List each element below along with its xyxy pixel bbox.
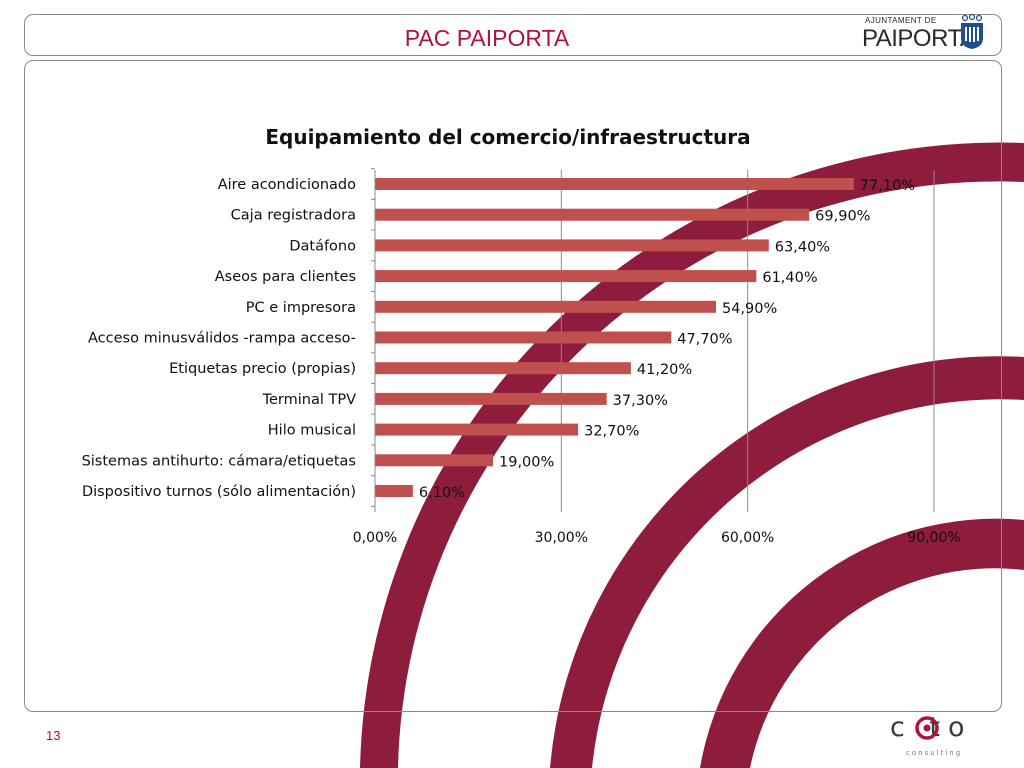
bar [375, 423, 579, 436]
bar [375, 239, 769, 252]
x-axis-ticks: 0,00% 30,00% 60,00% 90,00% [353, 530, 961, 546]
bar [375, 392, 607, 405]
content-panel [24, 60, 1002, 712]
coat-of-arms-icon [961, 14, 983, 49]
bar [375, 485, 413, 497]
bar [375, 362, 631, 375]
logo-name: PAIPORTA [862, 25, 976, 52]
value-label: 41,20% [637, 362, 692, 378]
category-labels: Aire acondicionado Caja registradora Datáf… [82, 177, 357, 500]
coto-logo: c to consulting [890, 712, 1000, 762]
x-tick-label: 60,00% [721, 530, 774, 546]
value-label: 19,00% [499, 454, 554, 470]
coto-tagline: consulting [906, 749, 963, 757]
value-label: 54,90% [722, 301, 777, 317]
bar [375, 270, 757, 283]
bar [375, 300, 716, 313]
bar [375, 454, 494, 467]
coto-target-icon [915, 716, 939, 740]
x-tick-label: 30,00% [535, 530, 588, 546]
value-labels: 77,10% 69,90% 63,40% 61,40% 54,90% 47,70% 41,2… [419, 178, 915, 501]
logo-caption: AJUNTAMENT DE [865, 16, 937, 25]
value-label: 77,10% [860, 178, 915, 194]
category-label: Etiquetas precio (propias) [169, 361, 356, 377]
value-label: 32,70% [584, 424, 639, 440]
page-title: PAC PAIPORTA [404, 25, 570, 51]
paiporta-logo: AJUNTAMENT DE PAIPORTA [862, 12, 990, 56]
x-tick-label: 0,00% [353, 530, 397, 546]
category-label: Aseos para clientes [215, 269, 356, 285]
category-label: Hilo musical [268, 423, 356, 439]
value-label: 37,30% [613, 393, 668, 409]
bar [375, 331, 672, 344]
arc-inner [700, 518, 1024, 768]
value-label: 6,10% [419, 485, 465, 501]
bar [375, 178, 854, 190]
value-label: 61,40% [762, 270, 817, 286]
x-tick-label: 90,00% [907, 530, 960, 546]
arc-middle [550, 356, 1024, 768]
category-label: Dispositivo turnos (sólo alimentación) [82, 484, 356, 500]
bar [375, 208, 810, 221]
chart-title: Equipamiento del comercio/infraestructur… [265, 125, 750, 149]
value-label: 69,90% [815, 209, 870, 225]
bars [375, 178, 854, 497]
category-label: Datáfono [289, 238, 356, 254]
value-label: 47,70% [677, 332, 732, 348]
category-label: PC e impresora [246, 300, 356, 316]
category-label: Caja registradora [231, 208, 356, 224]
header-bar: PAC PAIPORTA [24, 14, 1002, 56]
category-label: Acceso minusválidos -rampa acceso- [88, 331, 356, 347]
category-label: Sistemas antihurto: cámara/etiquetas [82, 453, 356, 469]
category-label: Terminal TPV [262, 392, 356, 408]
value-label: 63,40% [775, 239, 830, 255]
page-number: 13 [46, 728, 61, 743]
category-label: Aire acondicionado [218, 177, 356, 193]
